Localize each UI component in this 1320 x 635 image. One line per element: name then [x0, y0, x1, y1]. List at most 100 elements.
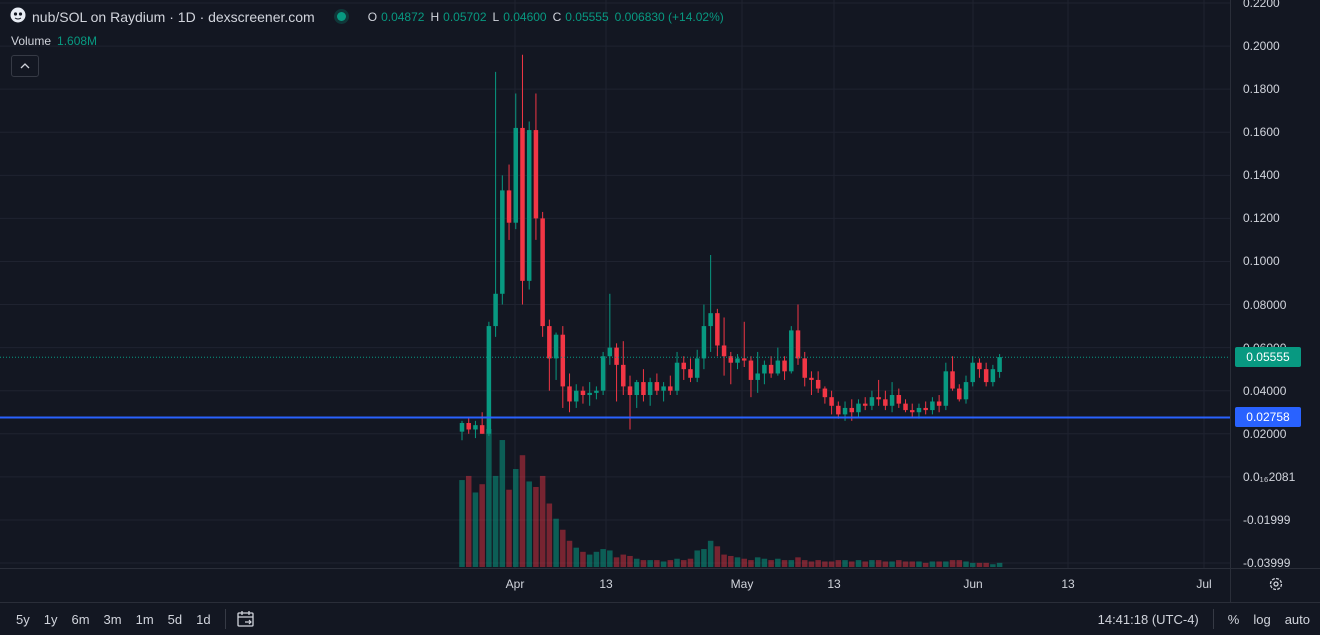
volume-bar — [472, 492, 479, 567]
volume-bar — [781, 560, 788, 567]
volume-bar — [580, 551, 586, 567]
volume-bar — [808, 561, 815, 567]
volume-bar — [943, 561, 949, 567]
volume-bar — [546, 503, 553, 567]
volume-bar — [795, 557, 801, 567]
volume-bar — [465, 475, 472, 567]
candle-body — [600, 356, 606, 391]
volume-bar — [714, 546, 721, 567]
percent-scale-toggle[interactable]: % — [1227, 611, 1240, 627]
candle-body — [567, 386, 572, 402]
auto-scale-toggle[interactable]: auto — [1284, 611, 1310, 627]
candle-body — [762, 364, 767, 374]
volume-bar — [835, 560, 842, 567]
timezone-clock[interactable]: 14:41:18 (UTC-4) — [1097, 611, 1199, 627]
volume-bar — [479, 484, 485, 567]
volume-bar — [647, 560, 653, 567]
volume-bar — [687, 558, 694, 567]
volume-bar — [459, 480, 465, 567]
chart-area[interactable]: nub/SOL on Raydium · 1D · dexscreener.co… — [0, 0, 1230, 568]
candle-body — [520, 127, 525, 281]
candle-body — [486, 326, 492, 434]
range-button-6m[interactable]: 6m — [71, 611, 90, 627]
time-axis[interactable]: Apr 13 May 13 Jun 13 Jul — [0, 568, 1230, 603]
token-logo-icon — [10, 7, 26, 26]
candle-body — [607, 347, 613, 357]
candle-body — [627, 386, 633, 396]
collapse-legend-button[interactable] — [11, 55, 39, 77]
volume-bar — [613, 557, 620, 567]
candle-body — [977, 362, 982, 370]
candlestick-chart[interactable] — [0, 0, 1230, 568]
volume-bar — [748, 560, 754, 567]
candle-body — [641, 382, 646, 396]
range-button-1m[interactable]: 1m — [135, 611, 154, 627]
range-button-3m[interactable]: 3m — [103, 611, 122, 627]
range-button-5d[interactable]: 5d — [167, 611, 183, 627]
volume-bar — [949, 560, 956, 567]
ohlc-open-value: 0.04872 — [381, 9, 425, 24]
volume-bar — [902, 561, 909, 567]
time-tick-label: 13 — [1061, 577, 1075, 591]
settings-gear-icon[interactable] — [1268, 576, 1284, 597]
horizontal-line-price-tag: 0.02758 — [1235, 407, 1301, 428]
chart-legend: nub/SOL on Raydium · 1D · dexscreener.co… — [10, 7, 726, 26]
candle-body — [842, 407, 848, 415]
candle-body — [829, 397, 834, 406]
range-button-1d[interactable]: 1d — [196, 611, 211, 627]
volume-bar — [499, 440, 506, 567]
candle-body — [809, 377, 814, 380]
volume-bar — [788, 560, 795, 567]
volume-bar — [620, 554, 627, 567]
candle-body — [923, 407, 928, 411]
candle-body — [500, 190, 505, 294]
price-tick-label: 0.04000 — [1243, 383, 1287, 398]
candle-body — [708, 313, 713, 327]
range-button-1y[interactable]: 1y — [43, 611, 58, 627]
candle-body — [715, 313, 720, 346]
time-tick-label: 13 — [827, 577, 841, 591]
volume-bar — [875, 560, 882, 567]
price-tick-label: 0.1400 — [1243, 168, 1280, 183]
volume-bar — [566, 540, 573, 567]
candle-body — [647, 382, 653, 396]
candle-body — [849, 407, 855, 413]
volume-bar — [486, 429, 492, 567]
price-tick-label: 0.02000 — [1243, 426, 1287, 441]
volume-bar — [828, 561, 835, 567]
candle-body — [654, 382, 660, 391]
candle-body — [836, 405, 841, 415]
price-tick-label: 0.1200 — [1243, 211, 1280, 226]
candle-body — [795, 330, 801, 359]
candle-body — [755, 373, 760, 380]
candle-body — [909, 410, 915, 413]
volume-bar — [882, 561, 889, 567]
volume-bar — [519, 455, 526, 567]
log-scale-toggle[interactable]: log — [1253, 611, 1271, 627]
volume-bar — [969, 562, 976, 567]
volume-bar — [855, 560, 862, 567]
candle-body — [775, 360, 781, 374]
candle-body — [782, 360, 787, 372]
candle-body — [970, 362, 975, 383]
price-axis[interactable]: 0.2200 0.2000 0.1800 0.1600 0.1400 0.1200 0.10… — [1230, 0, 1320, 570]
toolbar-divider — [224, 609, 226, 629]
candle-body — [614, 347, 619, 365]
volume-bar — [909, 561, 915, 567]
date-range-calendar-icon[interactable] — [236, 610, 256, 628]
ohlc-high-key: H — [430, 9, 440, 24]
time-tick-label: Jun — [963, 577, 983, 591]
candle-body — [540, 218, 545, 327]
candle-body — [506, 190, 512, 223]
volume-bar — [754, 557, 761, 567]
candle-body — [930, 401, 935, 411]
candle-body — [802, 358, 807, 378]
candle-body — [560, 334, 566, 387]
price-tick-label: 0.0₁₆2081 — [1243, 469, 1296, 484]
candle-body — [721, 345, 727, 357]
candle-body — [963, 382, 969, 400]
candle-body — [957, 388, 962, 400]
ohlc-values: O 0.04872 H 0.05702 L 0.04600 C 0.05555 0.00… — [368, 10, 726, 24]
volume-bar — [862, 561, 868, 567]
range-button-5y[interactable]: 5y — [16, 611, 30, 627]
